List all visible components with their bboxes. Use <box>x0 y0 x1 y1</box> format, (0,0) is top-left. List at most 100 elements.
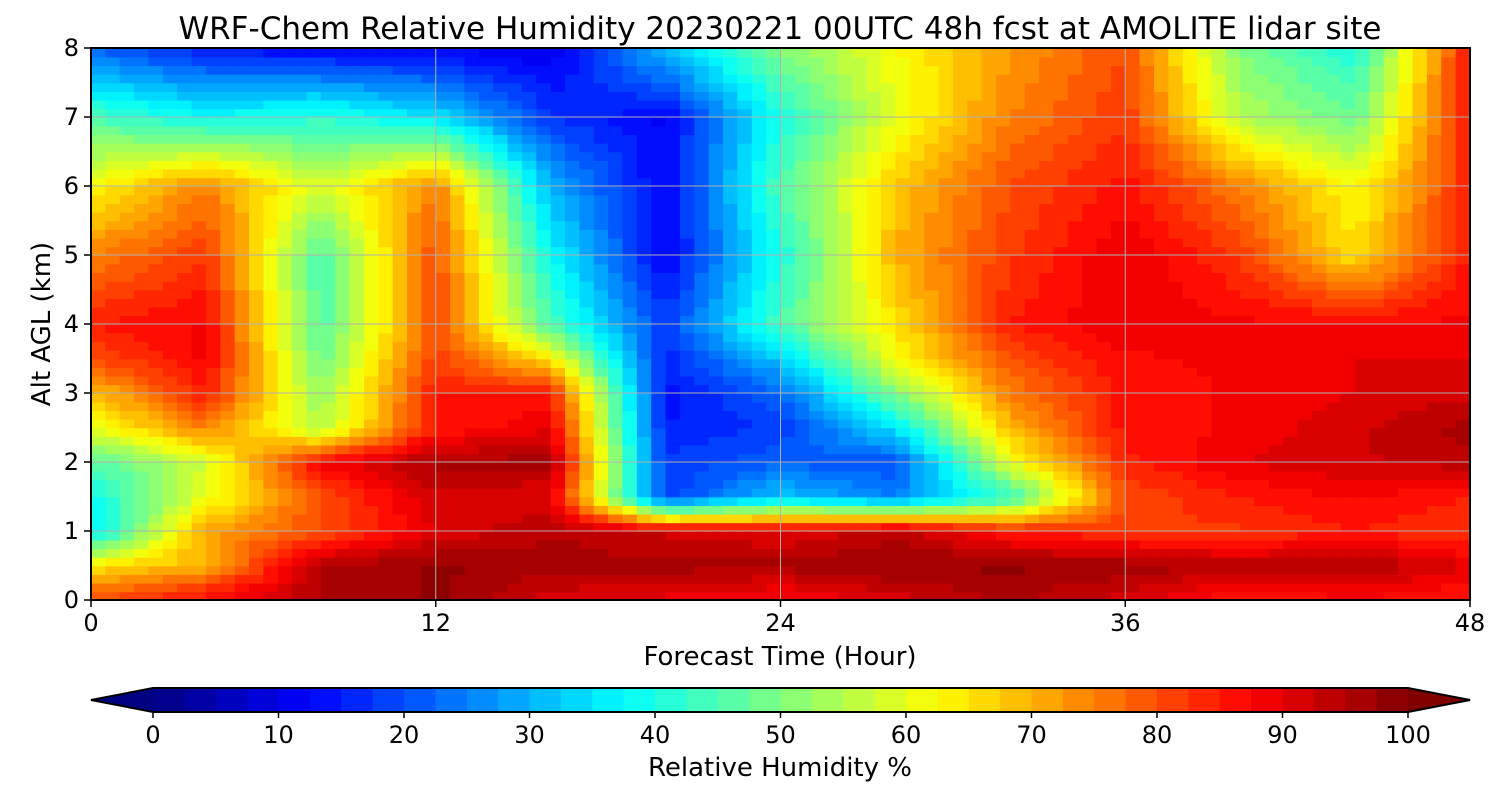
heatmap-cell <box>464 591 480 600</box>
heatmap-cell <box>1010 384 1026 394</box>
heatmap-cell <box>751 332 767 343</box>
heatmap-cell <box>794 220 811 230</box>
heatmap-cell <box>220 565 236 575</box>
heatmap-cell <box>1412 289 1428 299</box>
heatmap-cell <box>1197 272 1213 282</box>
heatmap-cell <box>1369 418 1385 429</box>
heatmap-cell <box>1153 280 1170 291</box>
heatmap-cell <box>1153 427 1170 437</box>
heatmap-cell <box>1139 574 1155 584</box>
heatmap-cell <box>622 168 638 179</box>
heatmap-cell <box>363 332 380 343</box>
heatmap-cell <box>162 220 178 230</box>
heatmap-cell <box>809 487 825 498</box>
heatmap-cell <box>493 436 509 446</box>
heatmap-cell <box>924 280 940 291</box>
heatmap-cell <box>1326 556 1342 567</box>
heatmap-cell <box>780 487 796 498</box>
heatmap-cell <box>579 306 595 317</box>
heatmap-cell <box>1441 280 1457 291</box>
heatmap-cell <box>737 418 753 429</box>
heatmap-cell <box>1211 367 1227 377</box>
heatmap-cell <box>378 531 394 541</box>
heatmap-cell <box>1455 487 1470 498</box>
heatmap-cell <box>579 513 595 524</box>
heatmap-cell <box>751 384 767 394</box>
heatmap-cell <box>1182 255 1198 265</box>
heatmap-cell <box>694 539 710 550</box>
heatmap-cell <box>1426 315 1443 325</box>
heatmap-cell <box>751 298 767 308</box>
heatmap-cell <box>1182 289 1198 299</box>
heatmap-cell <box>1297 574 1313 584</box>
heatmap-cell <box>1311 462 1328 472</box>
heatmap-cell <box>1039 393 1055 403</box>
heatmap-cell <box>1053 168 1069 179</box>
heatmap-cell <box>292 246 308 256</box>
heatmap-cell <box>306 531 322 541</box>
heatmap-cell <box>1182 574 1198 584</box>
heatmap-cell <box>1225 556 1241 567</box>
heatmap-cell <box>909 479 925 489</box>
heatmap-cell <box>234 367 250 377</box>
heatmap-cell <box>1283 453 1299 463</box>
heatmap-cell <box>1297 349 1313 360</box>
heatmap-cell <box>1441 272 1457 282</box>
heatmap-cell <box>1067 462 1083 472</box>
heatmap-cell <box>191 289 207 299</box>
heatmap-cell <box>679 470 696 481</box>
heatmap-cell <box>565 211 581 222</box>
heatmap-cell <box>493 522 509 532</box>
heatmap-cell <box>593 341 609 351</box>
heatmap-cell <box>349 160 365 170</box>
heatmap-cell <box>1326 160 1342 170</box>
heatmap-cell <box>349 565 365 575</box>
heatmap-cell <box>565 375 581 386</box>
heatmap-cell <box>1053 375 1069 386</box>
heatmap-cell <box>723 229 739 239</box>
heatmap-cell <box>91 151 107 161</box>
heatmap-cell <box>148 479 164 489</box>
heatmap-cell <box>1240 513 1256 524</box>
heatmap-cell <box>651 522 667 532</box>
heatmap-cell <box>708 496 724 506</box>
heatmap-cell <box>1311 332 1328 343</box>
heatmap-cell <box>392 168 408 179</box>
heatmap-cell <box>938 401 954 412</box>
heatmap-cell <box>938 263 954 274</box>
heatmap-cell <box>435 522 451 532</box>
heatmap-cell <box>363 280 380 291</box>
heatmap-cell <box>249 496 265 506</box>
heatmap-cell <box>1340 324 1356 334</box>
heatmap-cell <box>622 487 638 498</box>
heatmap-cell <box>794 168 811 179</box>
heatmap-cell <box>1383 229 1399 239</box>
heatmap-cell <box>1039 436 1055 446</box>
heatmap-cell <box>1455 315 1470 325</box>
heatmap-cell <box>306 332 322 343</box>
heatmap-cell <box>593 453 609 463</box>
heatmap-cell <box>780 401 796 412</box>
heatmap-cell <box>478 229 494 239</box>
heatmap-cell <box>579 479 595 489</box>
heatmap-cell <box>162 470 178 481</box>
heatmap-cell <box>220 220 236 230</box>
heatmap-cell <box>981 375 997 386</box>
heatmap-cell <box>1268 177 1285 187</box>
heatmap-cell <box>651 367 667 377</box>
heatmap-cell <box>507 332 523 343</box>
heatmap-cell <box>1383 531 1399 541</box>
heatmap-cell <box>550 280 566 291</box>
heatmap-cell <box>809 513 825 524</box>
heatmap-cell <box>565 160 581 170</box>
heatmap-cell <box>277 315 293 325</box>
heatmap-cell <box>1355 453 1371 463</box>
heatmap-cell <box>1455 263 1470 274</box>
heatmap-cell <box>335 358 351 368</box>
heatmap-cell <box>392 384 408 394</box>
heatmap-cell <box>464 315 480 325</box>
heatmap-cell <box>881 168 897 179</box>
heatmap-cell <box>1340 582 1356 593</box>
heatmap-cell <box>1182 272 1198 282</box>
heatmap-cell <box>306 410 322 420</box>
